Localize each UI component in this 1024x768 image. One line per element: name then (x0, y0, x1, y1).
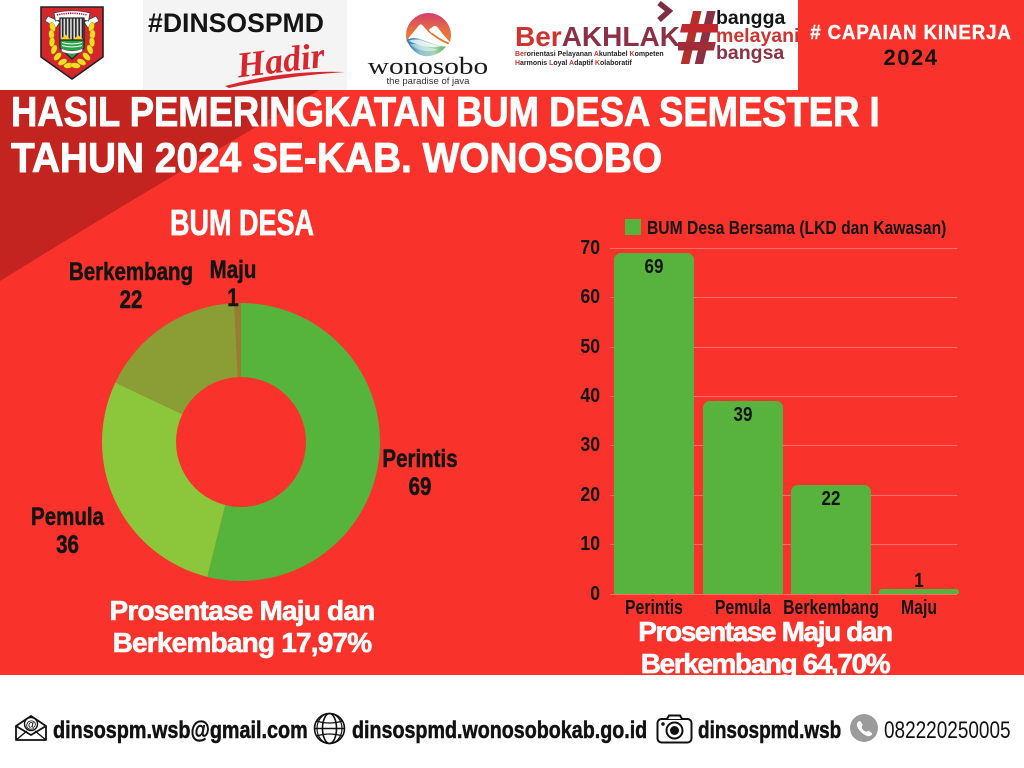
svg-text:@: @ (26, 719, 37, 731)
